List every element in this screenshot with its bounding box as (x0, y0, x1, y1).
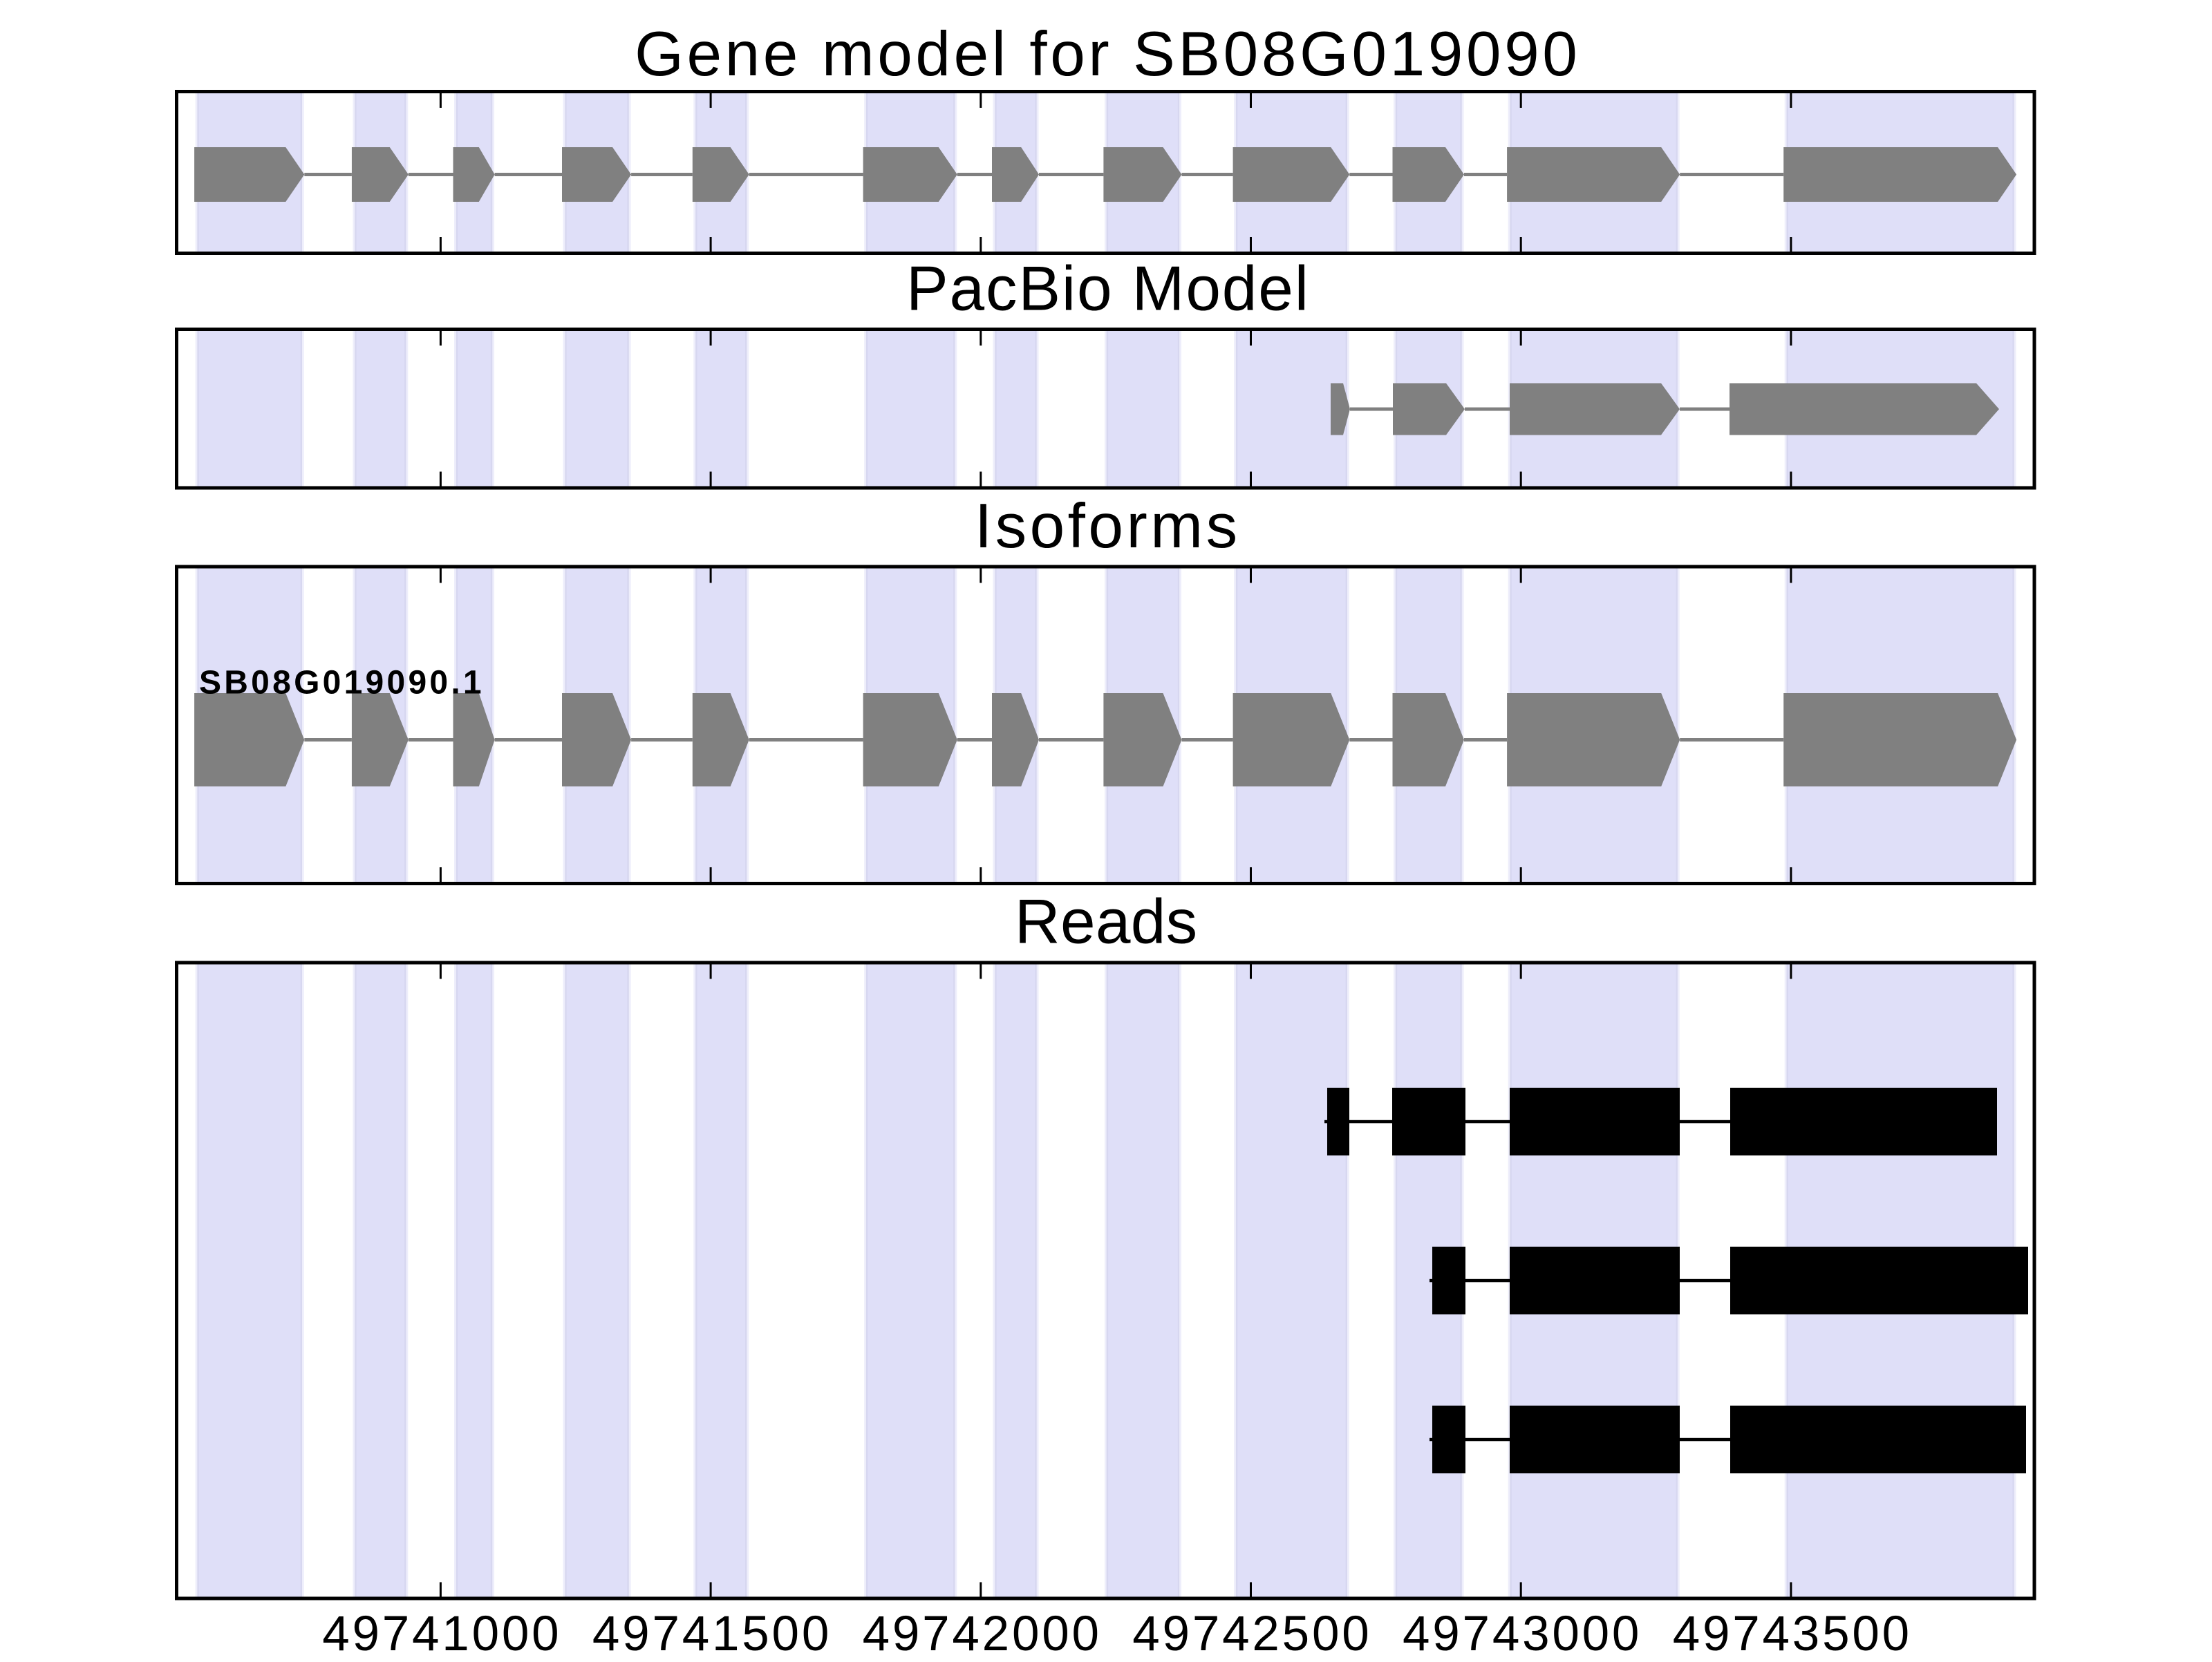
svg-text:Reads: Reads (1015, 887, 1198, 957)
svg-text:49743500: 49743500 (1673, 1607, 1912, 1659)
svg-text:49742500: 49742500 (1132, 1607, 1371, 1659)
svg-text:Gene model for SB08G019090: Gene model for SB08G019090 (635, 19, 1580, 89)
svg-text:SB08G019090.1: SB08G019090.1 (199, 665, 485, 701)
svg-text:49743000: 49743000 (1403, 1607, 1642, 1659)
svg-text:PacBio Model: PacBio Model (906, 254, 1310, 324)
svg-text:Isoforms: Isoforms (975, 491, 1241, 561)
svg-text:49741000: 49741000 (322, 1607, 561, 1659)
svg-text:49742000: 49742000 (863, 1607, 1102, 1659)
svg-text:49741500: 49741500 (592, 1607, 832, 1659)
